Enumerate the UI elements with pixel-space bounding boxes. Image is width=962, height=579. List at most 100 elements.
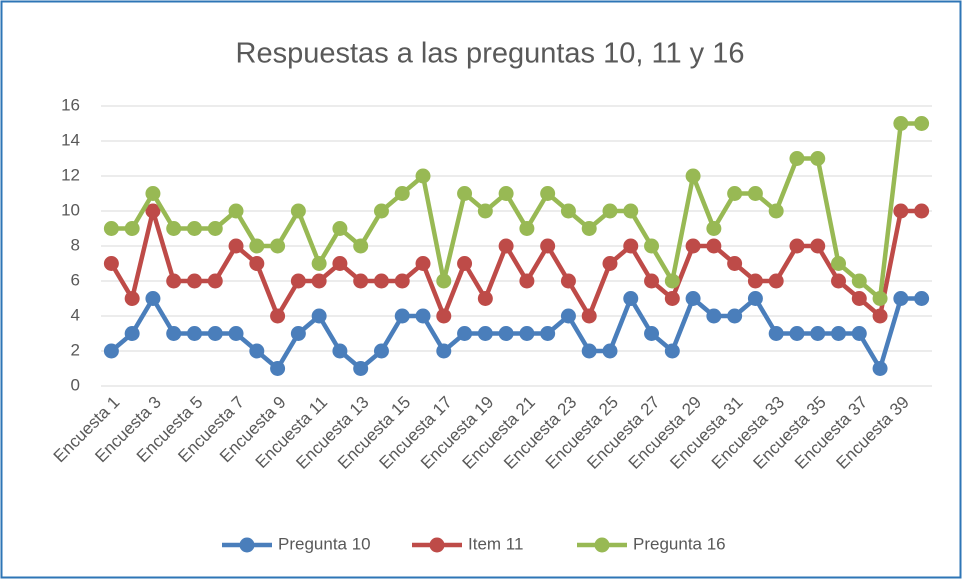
legend-swatch-marker	[594, 537, 610, 553]
data-point	[519, 221, 535, 236]
y-tick-label: 10	[61, 200, 80, 219]
data-point	[623, 291, 639, 306]
data-point	[145, 186, 161, 201]
data-point	[457, 326, 473, 341]
data-point	[228, 238, 244, 254]
data-point	[457, 186, 473, 201]
data-point	[457, 256, 473, 271]
legend-label: Item 11	[468, 534, 523, 553]
data-point	[872, 291, 888, 306]
data-point	[602, 256, 618, 271]
data-point	[311, 273, 327, 289]
data-point	[103, 343, 119, 359]
data-point	[685, 168, 701, 184]
data-point	[914, 291, 930, 306]
data-point	[353, 273, 369, 289]
y-tick-label: 8	[71, 235, 80, 254]
data-point	[706, 221, 722, 236]
data-point	[373, 203, 389, 219]
data-point	[207, 221, 223, 236]
data-point	[270, 238, 286, 254]
data-point	[353, 238, 369, 254]
data-point	[602, 203, 618, 219]
data-point	[810, 326, 826, 341]
data-point	[893, 203, 909, 219]
y-tick-label: 16	[61, 95, 80, 114]
data-point	[166, 221, 182, 236]
data-point	[581, 221, 597, 236]
data-point	[623, 238, 639, 254]
y-tick-label: 12	[61, 165, 80, 184]
data-point	[353, 361, 369, 376]
data-point	[893, 291, 909, 306]
data-point	[249, 256, 265, 271]
data-point	[664, 291, 680, 306]
data-point	[186, 273, 202, 289]
data-point	[124, 326, 140, 341]
data-point	[768, 273, 784, 289]
data-point	[789, 238, 805, 254]
data-point	[664, 343, 680, 359]
y-tick-label: 0	[71, 375, 80, 394]
data-point	[540, 326, 556, 341]
data-point	[477, 326, 493, 341]
data-point	[228, 326, 244, 341]
legend-swatch-marker	[429, 537, 445, 553]
data-point	[332, 256, 348, 271]
data-point	[664, 273, 680, 289]
data-point	[831, 256, 847, 271]
data-point	[602, 343, 618, 359]
data-point	[228, 203, 244, 219]
legend-item: Pregunta 16	[577, 534, 726, 553]
legend-swatch-marker	[239, 537, 255, 553]
data-point	[249, 343, 265, 359]
data-point	[394, 308, 410, 324]
series-line	[111, 121, 922, 301]
data-point	[415, 256, 431, 271]
data-point	[519, 273, 535, 289]
data-point	[436, 343, 452, 359]
data-point	[644, 238, 660, 254]
data-point	[436, 308, 452, 324]
data-point	[519, 326, 535, 341]
data-point	[373, 343, 389, 359]
y-tick-label: 6	[71, 270, 80, 289]
data-point	[415, 168, 431, 184]
data-point	[207, 326, 223, 341]
data-point	[560, 203, 576, 219]
data-point	[810, 238, 826, 254]
data-point	[124, 291, 140, 306]
data-point	[290, 326, 306, 341]
y-tick-label: 14	[61, 130, 80, 149]
data-point	[249, 238, 265, 254]
y-tick-label: 4	[71, 305, 80, 324]
legend-item: Item 11	[412, 534, 523, 553]
data-point	[851, 326, 867, 341]
data-point	[747, 273, 763, 289]
data-point	[893, 116, 909, 131]
data-point	[685, 238, 701, 254]
data-point	[207, 273, 223, 289]
data-point	[727, 256, 743, 271]
data-point	[747, 291, 763, 306]
data-point	[810, 151, 826, 166]
data-point	[540, 238, 556, 254]
data-point	[311, 308, 327, 324]
chart-title: Respuestas a las preguntas 10, 11 y 16	[236, 38, 745, 70]
data-point	[914, 203, 930, 219]
data-point	[415, 308, 431, 324]
data-point	[166, 326, 182, 341]
data-point	[477, 291, 493, 306]
data-point	[124, 221, 140, 236]
data-point	[831, 326, 847, 341]
y-tick-label: 2	[71, 340, 80, 359]
data-point	[644, 326, 660, 341]
data-point	[872, 361, 888, 376]
data-point	[270, 308, 286, 324]
data-point	[394, 186, 410, 201]
series-line	[109, 208, 922, 319]
data-point	[747, 186, 763, 201]
data-point	[103, 256, 119, 271]
data-point	[560, 273, 576, 289]
